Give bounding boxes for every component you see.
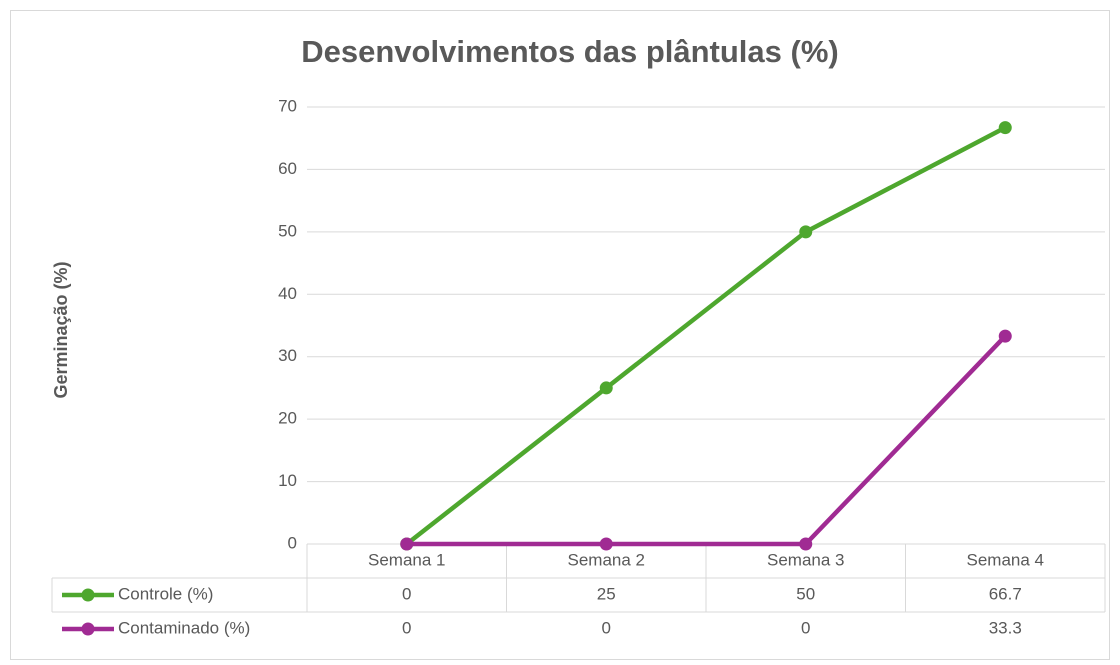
y-tick-label: 40 (278, 284, 297, 303)
table-value: 33.3 (989, 618, 1022, 637)
legend-label: Controle (%) (118, 584, 213, 603)
data-point (799, 537, 813, 551)
legend-label: Contaminado (%) (118, 618, 250, 637)
data-point (799, 225, 813, 239)
table-value: 0 (602, 618, 611, 637)
y-tick-label: 20 (278, 409, 297, 428)
table-value: 66.7 (989, 584, 1022, 603)
legend-key-marker (81, 622, 95, 636)
table-value: 0 (801, 618, 810, 637)
y-tick-label: 10 (278, 471, 297, 490)
x-tick-label: Semana 2 (568, 550, 646, 569)
y-tick-label: 0 (288, 533, 297, 552)
table-value: 0 (402, 618, 411, 637)
table-value: 0 (402, 584, 411, 603)
data-point (599, 381, 613, 395)
table-value: 50 (796, 584, 815, 603)
x-tick-label: Semana 4 (967, 550, 1045, 569)
y-tick-label: 30 (278, 346, 297, 365)
y-axis-label: Germinação (%) (51, 261, 71, 398)
x-tick-label: Semana 1 (368, 550, 446, 569)
chart-border (10, 10, 1110, 660)
x-tick-label: Semana 3 (767, 550, 845, 569)
y-tick-label: 50 (278, 221, 297, 240)
y-tick-label: 60 (278, 159, 297, 178)
series-line (405, 125, 1007, 546)
data-point (400, 537, 414, 551)
data-point (998, 329, 1012, 343)
chart-title: Desenvolvimentos das plântulas (%) (301, 34, 838, 69)
data-point (599, 537, 613, 551)
table-value: 25 (597, 584, 616, 603)
legend-key-marker (81, 588, 95, 602)
data-point (998, 121, 1012, 135)
y-tick-label: 70 (278, 96, 297, 115)
series-line (406, 334, 1007, 547)
